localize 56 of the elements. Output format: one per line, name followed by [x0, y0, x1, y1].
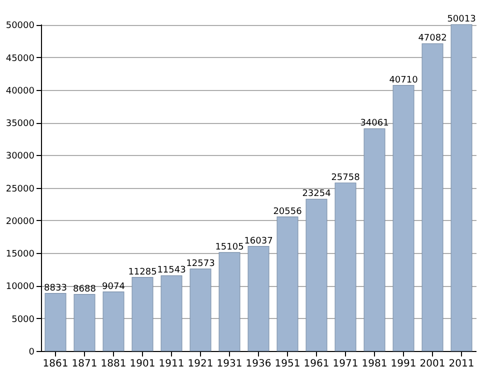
data-label: 25758	[331, 172, 360, 183]
y-tick-label: 35000	[6, 119, 35, 130]
x-tick-label: 1901	[130, 358, 156, 370]
data-label: 11285	[128, 267, 157, 278]
y-tick-label: 30000	[6, 152, 35, 162]
y-tick-label: 5000	[12, 314, 35, 325]
x-tick-label: 2011	[448, 358, 474, 370]
y-tick-label: 15000	[6, 250, 35, 260]
data-label: 40710	[389, 75, 418, 86]
data-label: 16037	[244, 236, 273, 246]
x-tick-label: 1951	[274, 358, 300, 370]
y-tick-label: 45000	[6, 54, 35, 64]
y-tick-label: 50000	[6, 21, 35, 32]
x-tick-label: 1871	[72, 358, 98, 370]
y-tick-label: 25000	[6, 184, 35, 194]
bar	[334, 182, 356, 352]
data-label: 8688	[73, 284, 96, 294]
x-tick-label: 1931	[216, 358, 242, 370]
bar	[218, 252, 240, 352]
x-tick-label: 1991	[390, 358, 416, 370]
bar	[160, 275, 182, 352]
data-label: 15105	[215, 242, 244, 252]
data-label: 12573	[186, 258, 215, 269]
bar	[306, 198, 328, 352]
x-tick-label: 1981	[362, 358, 388, 370]
data-label: 34061	[360, 118, 389, 129]
bar	[74, 294, 96, 352]
y-tick-label: 10000	[6, 282, 35, 292]
bar	[102, 291, 124, 352]
bar	[364, 128, 386, 352]
y-tick-label: 40000	[6, 86, 35, 96]
bar	[422, 43, 444, 352]
bar	[190, 268, 212, 352]
bar	[132, 277, 154, 352]
x-tick-label: 1936	[246, 358, 272, 370]
bar	[392, 84, 414, 352]
data-label: 9074	[102, 282, 126, 292]
y-tick-label: 0	[28, 348, 35, 358]
bar	[248, 246, 270, 352]
x-tick-label: 1861	[42, 358, 68, 370]
bar	[276, 216, 298, 352]
data-label: 20556	[273, 206, 302, 217]
bar	[44, 293, 66, 352]
data-label: 23254	[302, 189, 332, 200]
x-tick-label: 1961	[304, 358, 330, 370]
y-tick-label: 20000	[6, 216, 35, 227]
data-label: 50013	[447, 14, 476, 25]
data-label: 47082	[418, 34, 447, 44]
x-tick-label: 1911	[158, 358, 184, 370]
bar	[450, 24, 472, 352]
data-label: 11543	[157, 266, 186, 276]
x-tick-label: 1971	[332, 358, 358, 370]
x-tick-label: 1921	[188, 358, 214, 370]
x-tick-label: 2001	[420, 358, 446, 370]
x-tick-label: 1881	[100, 358, 126, 370]
data-label: 8833	[44, 283, 67, 294]
